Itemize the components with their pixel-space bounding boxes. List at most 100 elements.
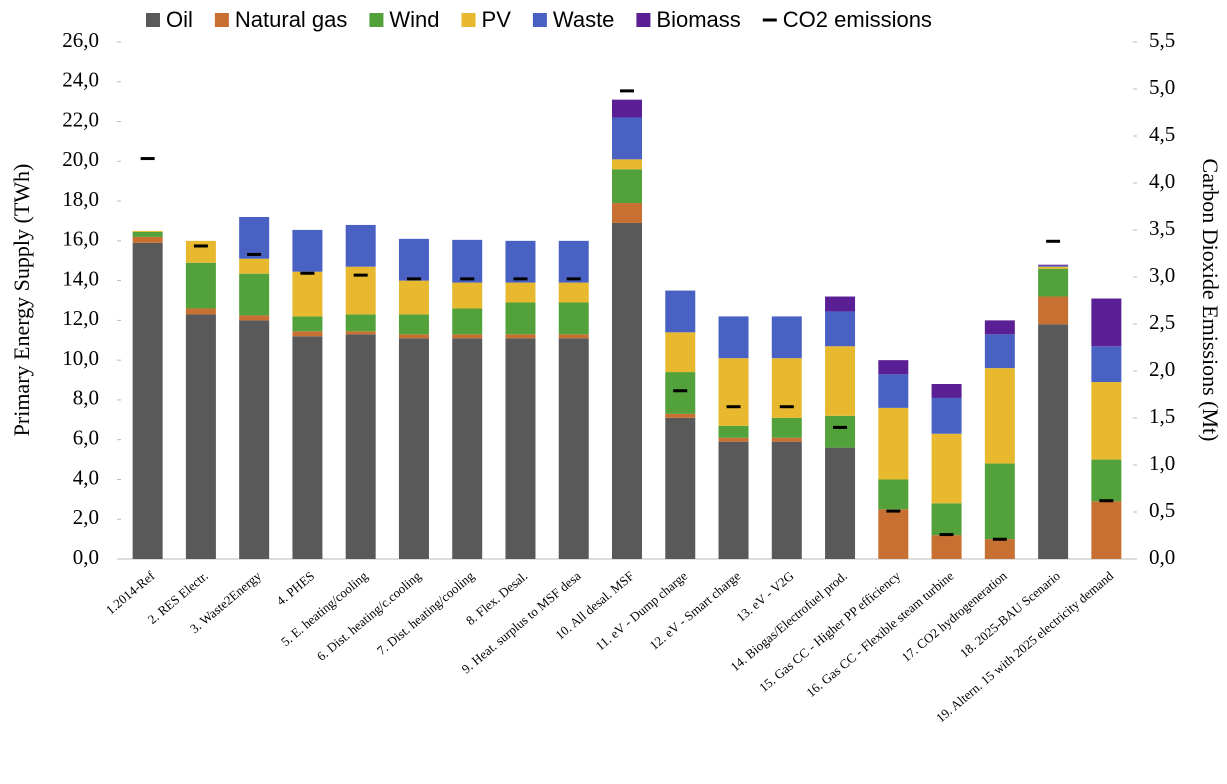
bar-segment: [239, 320, 270, 559]
bar-segment: [718, 441, 749, 559]
y2-tick-label: 5,5: [1149, 28, 1175, 52]
legend-label: PV: [482, 7, 512, 32]
bar-segment: [292, 331, 323, 337]
bar-segment: [239, 258, 270, 274]
x-tick-label: 18. 2025-BAU Scenario: [957, 568, 1063, 660]
bar-segment: [185, 314, 216, 559]
bar-segment: [612, 99, 642, 118]
legend-swatch: [636, 13, 651, 27]
legend-swatch: [214, 13, 229, 27]
bar-segment: [452, 282, 483, 309]
x-tick-label: 7. Dist. heating/cooling: [374, 568, 478, 658]
y-tick-label: 10,0: [62, 346, 99, 370]
y2-tick-label: 3,0: [1149, 263, 1175, 287]
y2-tick-label: 1,5: [1149, 404, 1175, 428]
y2-tick-label: 0,5: [1149, 498, 1175, 522]
bar-segment: [1038, 296, 1069, 325]
legend-label: CO2 emissions: [783, 7, 932, 32]
bar-segment: [292, 316, 323, 332]
bar-segment: [1038, 268, 1069, 297]
bar-segment: [665, 332, 696, 373]
legend-label: Biomass: [656, 7, 740, 32]
y2-tick-label: 0,0: [1149, 545, 1175, 569]
bar-segment: [984, 539, 1015, 559]
bar-segment: [1038, 265, 1069, 267]
bar-segment: [558, 302, 589, 335]
bar-segment: [345, 334, 376, 559]
bar-segment: [665, 417, 696, 559]
bar-segment: [931, 397, 962, 434]
x-tick-label: 4. PHES: [273, 568, 317, 608]
bar-segment: [718, 437, 749, 442]
legend-label: Wind: [389, 7, 439, 32]
bar-segment: [452, 239, 483, 283]
bar-segment: [558, 338, 589, 559]
y2-tick-label: 3,5: [1149, 216, 1175, 240]
bar-segment: [398, 334, 429, 339]
y-tick-label: 18,0: [62, 187, 99, 211]
bar-segment: [984, 463, 1015, 540]
bar-segment: [558, 240, 589, 283]
bar-segment: [505, 240, 536, 283]
bar-segment: [612, 117, 642, 160]
x-tick-label: 11. eV - Dump charge: [592, 568, 690, 654]
y2-tick-label: 4,5: [1149, 122, 1175, 146]
bar-segment: [878, 407, 909, 480]
legend-swatch: [369, 13, 384, 27]
bar-segment: [665, 413, 696, 418]
y2-tick-label: 1,0: [1149, 451, 1175, 475]
bar-segment: [505, 334, 536, 339]
legend-label: Natural gas: [235, 7, 348, 32]
bar-segment: [878, 509, 909, 559]
y2-axis-title: Carbon Dioxide Emissions (Mt): [1198, 159, 1223, 442]
bar-segment: [132, 236, 163, 243]
x-tick-label: 5. E. heating/cooling: [278, 568, 371, 649]
bar-segment: [292, 271, 323, 317]
bar-segment: [771, 441, 802, 559]
bar-segment: [931, 535, 962, 559]
x-tick-label: 17. CO2 hydrogeneration: [899, 568, 1011, 665]
bar-segment: [1091, 382, 1122, 460]
bar-segment: [665, 372, 696, 414]
bar-segment: [505, 302, 536, 335]
bar-segment: [239, 216, 270, 259]
bar-segment: [612, 203, 642, 223]
bar-segment: [771, 316, 802, 359]
bar-segment: [1091, 459, 1122, 502]
y-tick-label: 6,0: [73, 426, 99, 450]
bar-segment: [665, 290, 696, 333]
bar-segment: [771, 437, 802, 442]
bar-segment: [1038, 264, 1069, 266]
bar-segment: [239, 315, 270, 321]
bar-segment: [292, 229, 323, 272]
bar-segment: [132, 230, 163, 232]
y-tick-label: 12,0: [62, 306, 99, 330]
y-tick-label: 0,0: [73, 545, 99, 569]
bar-segment: [825, 296, 856, 312]
y-tick-label: 22,0: [62, 107, 99, 131]
bar-segment: [398, 280, 429, 315]
x-tick-label: 6. Dist. heating/c.cooling: [314, 568, 424, 664]
bar-segment: [931, 433, 962, 504]
y-tick-label: 16,0: [62, 227, 99, 251]
legend-swatch: [461, 13, 476, 27]
bar-segment: [505, 282, 536, 303]
bar-segment: [878, 360, 909, 375]
bar-segment: [505, 338, 536, 559]
bar-segment: [398, 238, 429, 281]
bar-segment: [1038, 266, 1069, 269]
x-tick-label: 12. eV - Smart charge: [646, 568, 743, 653]
y-tick-label: 26,0: [62, 28, 99, 52]
legend-swatch: [532, 13, 547, 27]
bar-segment: [398, 314, 429, 335]
bar-segment: [185, 240, 216, 263]
y-tick-label: 8,0: [73, 386, 99, 410]
bar-segment: [984, 334, 1015, 369]
bar-segment: [452, 308, 483, 335]
bar-segment: [345, 331, 376, 335]
bar-segment: [1038, 324, 1069, 559]
bar-segment: [1091, 298, 1122, 347]
bar-segment: [931, 384, 962, 398]
y-tick-label: 20,0: [62, 147, 99, 171]
bar-segment: [345, 224, 376, 267]
